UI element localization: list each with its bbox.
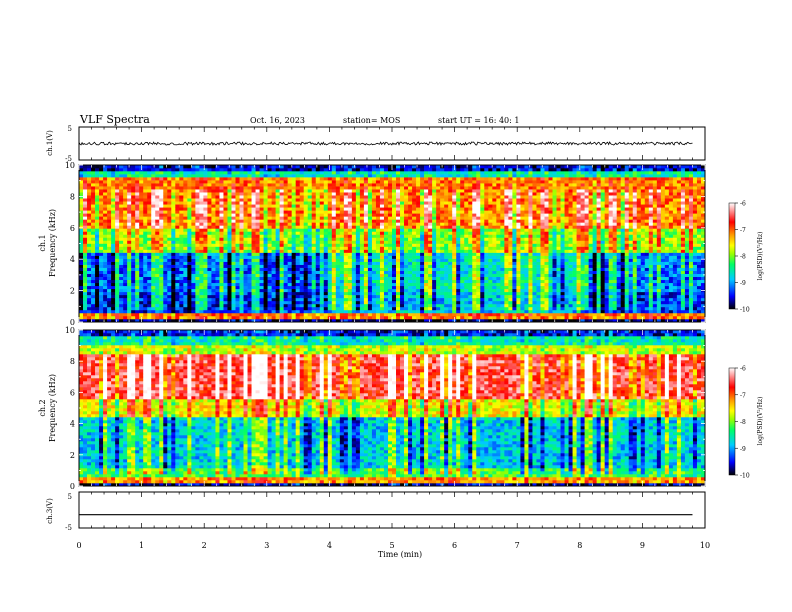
time-tick-label: 4 [327, 541, 332, 550]
ch1v-ytick-top: 5 [68, 125, 72, 133]
ch1-ytick-label: 4 [70, 255, 75, 264]
ch2-freq-axis-label: Frequency (kHz) [48, 374, 57, 442]
time-tick-label: 9 [640, 541, 645, 550]
time-tick-label: 6 [452, 541, 457, 550]
ch2-ytick-label: 8 [70, 357, 75, 366]
ch2-ytick-label: 6 [70, 388, 75, 397]
ch1-spectrogram [79, 165, 705, 322]
time-tick-label: 0 [76, 541, 81, 550]
time-tick-label: 3 [264, 541, 269, 550]
time-tick-label: 8 [577, 541, 582, 550]
ch1-axis-label: ch.1 [38, 234, 47, 251]
time-tick-label: 5 [389, 541, 394, 550]
colorbar-tick-label: -9 [740, 446, 746, 453]
station-label: station= MOS [343, 116, 400, 125]
ch1-waveform-trace [79, 142, 692, 145]
ch1-ytick-label: 8 [70, 192, 75, 201]
ch2-colorbar [729, 368, 735, 475]
ch2-axis-label: ch.2 [38, 399, 47, 416]
ch2-colorbar-label: log(PSD)(V²/Hz) [757, 397, 764, 446]
colorbar-tick-label: -6 [740, 366, 746, 373]
colorbar-tick-label: -9 [740, 280, 746, 287]
x-axis-label: Time (min) [378, 550, 422, 559]
colorbar-tick-label: -8 [740, 254, 746, 261]
colorbar-tick-label: -8 [740, 419, 746, 426]
ch2-ytick-label: 10 [65, 326, 75, 335]
ch3-waveform-frame [79, 492, 705, 528]
start-time-label: start UT = 16: 40: 1 [438, 116, 519, 125]
ch1-colorbar-label: log(PSD)(V²/Hz) [757, 232, 764, 281]
ch2-spectrogram [79, 330, 705, 486]
time-tick-label: 10 [700, 541, 710, 550]
ch1-ytick-label: 2 [70, 287, 75, 296]
ch1v-axis-label: ch.1(V) [46, 130, 54, 156]
colorbar-tick-label: -10 [740, 307, 750, 314]
time-axis-tick-labels: 0 1 2 3 4 5 6 7 8 9 10 [76, 541, 710, 550]
ch3v-axis-label: ch.3(V) [46, 498, 54, 524]
ch2-colorbar-ticks: -6 -7 -8 -9 -10 [735, 366, 750, 480]
ch1-ytick-label: 10 [65, 161, 75, 170]
ch1-freq-axis-label: Frequency (kHz) [48, 209, 57, 277]
ch1-colorbar-ticks: -6 -7 -8 -9 -10 [735, 201, 750, 314]
ch3v-ytick-bottom: -5 [65, 524, 72, 532]
time-tick-label: 2 [202, 541, 207, 550]
ch3v-ytick-top: 5 [68, 493, 72, 501]
colorbar-tick-label: -7 [740, 392, 746, 399]
date-label: Oct. 16, 2023 [250, 116, 305, 125]
ch1-colorbar [729, 203, 735, 309]
time-tick-label: 7 [515, 541, 520, 550]
time-tick-label: 1 [139, 541, 144, 550]
colorbar-tick-label: -6 [740, 201, 746, 208]
ch2-ytick-label: 0 [70, 482, 75, 491]
ch1-ytick-label: 6 [70, 224, 75, 233]
ch2-ytick-label: 4 [70, 420, 75, 429]
colorbar-tick-label: -10 [740, 473, 750, 480]
colorbar-tick-label: -7 [740, 227, 746, 234]
figure-title: VLF Spectra [79, 113, 150, 126]
ch2-ytick-label: 2 [70, 451, 75, 460]
